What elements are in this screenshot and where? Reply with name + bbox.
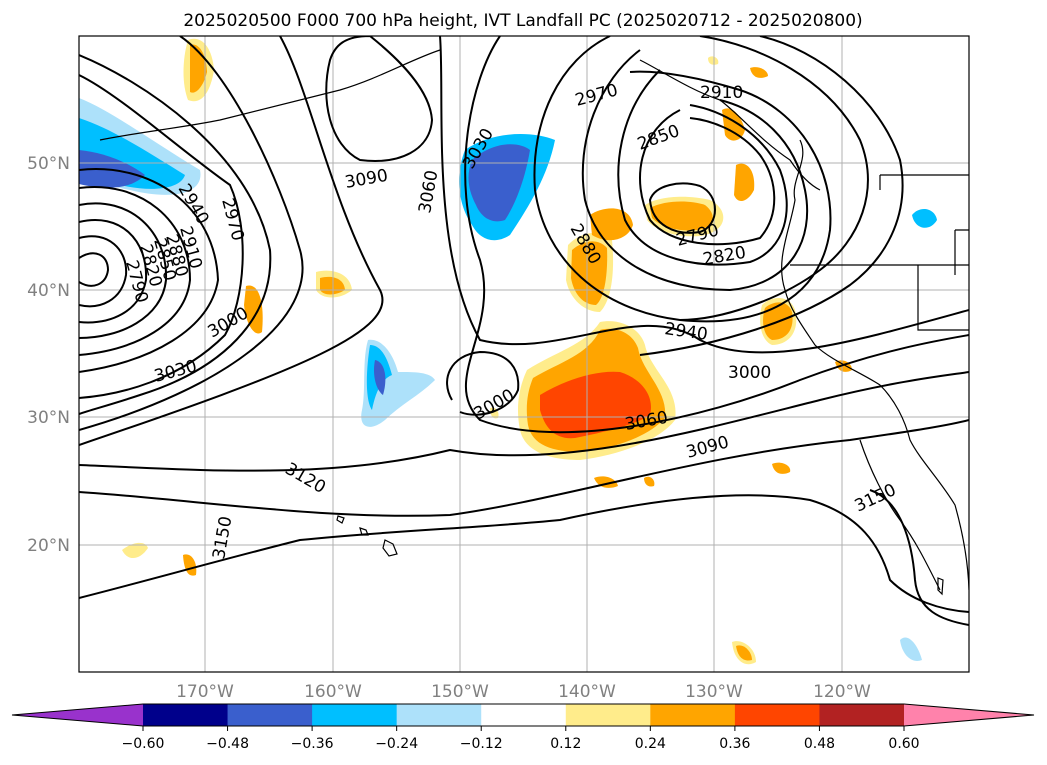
lon-label: 160°W (304, 682, 362, 702)
colorbar-tick-label: −0.48 (206, 736, 249, 752)
colorbar-swatch (650, 704, 736, 726)
colorbar: −0.60 −0.48 −0.36 −0.24 −0.12 0.12 0.24 0.36 0.4… (11, 703, 1035, 752)
contour-label: 2910 (700, 83, 743, 103)
colorbar-tick-label: 0.12 (550, 736, 581, 752)
map-panel: 2790 2820 2850 2880 2910 2940 2970 3000 … (78, 35, 970, 673)
colorbar-swatch (565, 704, 651, 726)
lat-label: 50°N (27, 154, 70, 174)
lon-label: 130°W (685, 682, 743, 702)
map-frame (78, 35, 970, 673)
colorbar-tick-label: −0.60 (122, 736, 165, 752)
colorbar-tick-label: −0.24 (375, 736, 418, 752)
colorbar-tick-label: 0.48 (804, 736, 835, 752)
lat-label: 40°N (27, 281, 70, 301)
figure-title: 2025020500 F000 700 hPa height, IVT Land… (183, 11, 862, 31)
colorbar-swatch (481, 704, 567, 726)
colorbar-swatch (734, 704, 820, 726)
shading-positive (122, 38, 852, 665)
lon-label: 140°W (558, 682, 616, 702)
lat-label: 30°N (27, 408, 70, 428)
map-background (79, 36, 969, 672)
longitude-labels: 170°W 160°W 150°W 140°W 130°W 120°W (176, 682, 871, 702)
lon-label: 170°W (176, 682, 234, 702)
colorbar-extend-max (904, 704, 1034, 726)
colorbar-tick-label: 0.60 (888, 736, 919, 752)
latitude-labels: 50°N 40°N 30°N 20°N (27, 154, 70, 556)
colorbar-swatch (819, 704, 905, 726)
colorbar-swatch (312, 704, 398, 726)
colorbar-tick-label: −0.36 (291, 736, 334, 752)
colorbar-swatch (143, 704, 229, 726)
lon-label: 120°W (813, 682, 871, 702)
lat-label: 20°N (27, 536, 70, 556)
colorbar-tick-label: 0.36 (719, 736, 750, 752)
lon-label: 150°W (431, 682, 489, 702)
contour-label: 3000 (728, 363, 771, 383)
colorbar-swatch (396, 704, 482, 726)
height-contours (79, 36, 969, 626)
colorbar-extend-min (12, 704, 143, 726)
colorbar-swatch (227, 704, 313, 726)
colorbar-tick-label: −0.12 (460, 736, 503, 752)
colorbar-tick-label: 0.24 (635, 736, 666, 752)
